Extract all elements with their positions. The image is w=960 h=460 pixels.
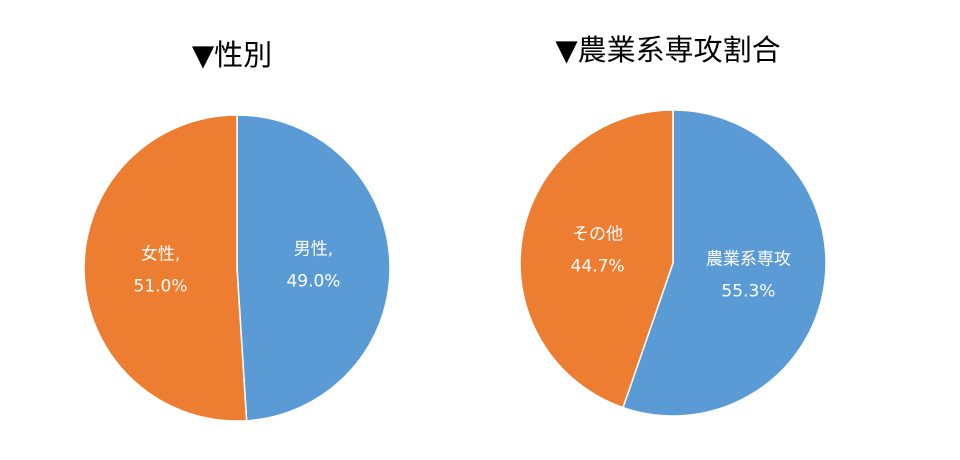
slice-label: 男性,	[294, 240, 333, 260]
data-label: 49.0%	[286, 272, 340, 292]
chart-title: ▼農業系専攻割合	[555, 33, 780, 67]
chart-title: ▼性別	[192, 38, 272, 72]
pie-slice	[83, 114, 248, 422]
data-label: 44.7%	[571, 256, 625, 276]
pie-slice	[519, 109, 674, 409]
slice-label: その他	[572, 224, 623, 244]
pie-slice	[236, 114, 391, 422]
data-label: 51.0%	[134, 276, 188, 296]
slice-label: 農業系専攻	[706, 250, 791, 270]
data-label: 55.3%	[721, 282, 775, 302]
slice-label: 女性,	[141, 244, 180, 264]
